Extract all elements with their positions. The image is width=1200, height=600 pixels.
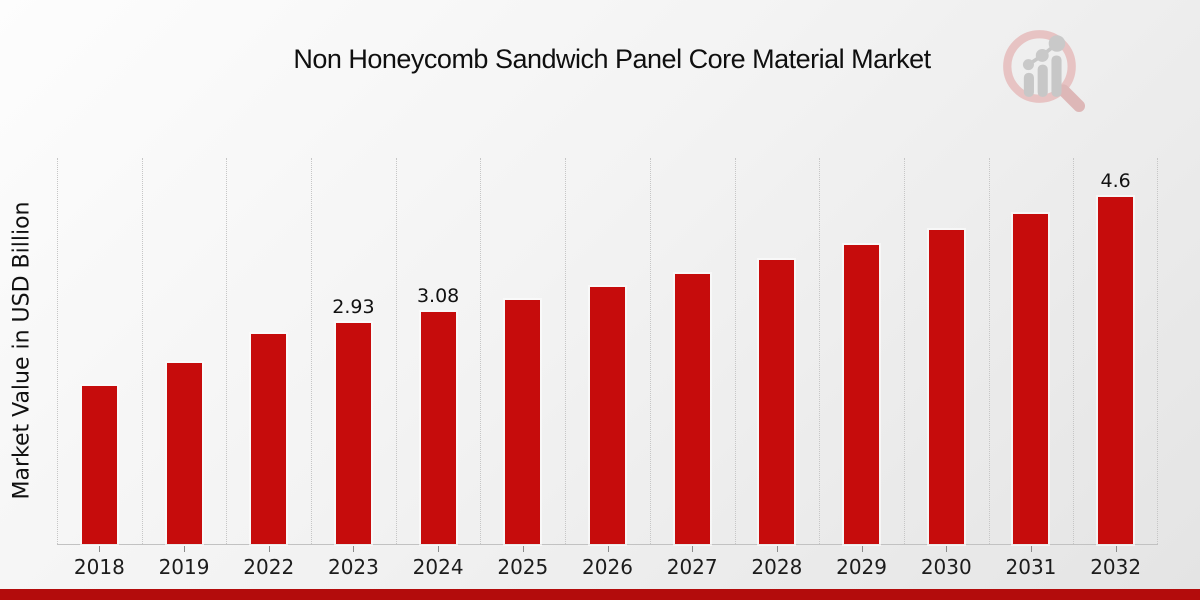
- vertical-gridline: [480, 158, 482, 544]
- bar-2029: [844, 245, 880, 544]
- vertical-gridline: [565, 158, 567, 544]
- x-axis-label-2030: 2030: [920, 555, 972, 579]
- bar-2019: [166, 363, 202, 544]
- vertical-gridline: [141, 158, 143, 544]
- x-axis-label-2023: 2023: [327, 555, 379, 579]
- x-axis-tick: [184, 546, 186, 552]
- bar-2026: [590, 287, 625, 544]
- x-axis-tick: [353, 546, 355, 552]
- x-axis-label-2022: 2022: [243, 555, 295, 579]
- vertical-gridline: [1073, 158, 1075, 544]
- x-axis-tick: [99, 546, 101, 552]
- bar-2018: [81, 386, 117, 544]
- bar-2027: [674, 274, 710, 544]
- x-axis-tick: [438, 546, 440, 552]
- x-axis-tick: [692, 546, 694, 552]
- bar-value-label-2023: 2.93: [332, 296, 375, 318]
- bar-2022: [251, 334, 287, 544]
- vertical-gridline: [57, 158, 58, 544]
- bar-2032: [1098, 197, 1134, 544]
- x-axis-label-2025: 2025: [497, 555, 549, 579]
- x-axis-tick: [776, 546, 778, 552]
- x-axis-label-2032: 2032: [1090, 555, 1142, 579]
- bar-2031: [1013, 214, 1049, 544]
- bar-2028: [759, 260, 795, 544]
- market-research-future-logo-icon: [1003, 30, 1086, 113]
- plot-area: 2018 2019 2022 2.93 2023 3.08 2024 2025 2026 2027…: [57, 158, 1158, 579]
- x-axis-tick: [268, 546, 270, 552]
- x-axis-tick: [861, 546, 863, 552]
- vertical-gridline: [734, 158, 736, 544]
- x-axis-label-2027: 2027: [666, 555, 718, 579]
- bar-2024: [420, 312, 456, 544]
- bar-2025: [505, 300, 541, 544]
- x-axis-label-2024: 2024: [412, 555, 464, 579]
- vertical-gridline: [988, 158, 990, 544]
- x-axis-label-2026: 2026: [582, 555, 633, 579]
- vertical-gridline: [311, 158, 313, 544]
- bar-2030: [928, 230, 964, 544]
- x-axis-tick: [522, 546, 524, 552]
- bar-2023: [335, 323, 371, 544]
- x-axis-tick: [607, 546, 609, 552]
- x-axis-label-2029: 2029: [836, 555, 888, 579]
- vertical-gridline: [395, 158, 397, 544]
- x-axis-tick: [1030, 546, 1032, 552]
- vertical-gridline: [819, 158, 821, 544]
- chart-title: Non Honeycomb Sandwich Panel Core Materi…: [293, 44, 931, 74]
- x-axis-tick: [946, 546, 948, 552]
- bar-value-label-2032: 4.6: [1100, 170, 1131, 192]
- vertical-gridline: [226, 158, 228, 544]
- x-axis-label-2028: 2028: [751, 555, 803, 579]
- x-axis-tick: [1115, 546, 1117, 552]
- vertical-gridline: [903, 158, 905, 544]
- x-axis-label-2019: 2019: [158, 555, 210, 579]
- bar-value-label-2024: 3.08: [416, 285, 460, 307]
- x-axis-label-2031: 2031: [1005, 555, 1057, 579]
- vertical-gridline: [1157, 158, 1158, 544]
- vertical-gridline: [649, 158, 651, 544]
- footer-accent-bar: [0, 589, 1200, 600]
- x-axis-label-2018: 2018: [73, 555, 125, 579]
- y-axis-label: Market Value in USD Billion: [9, 201, 35, 500]
